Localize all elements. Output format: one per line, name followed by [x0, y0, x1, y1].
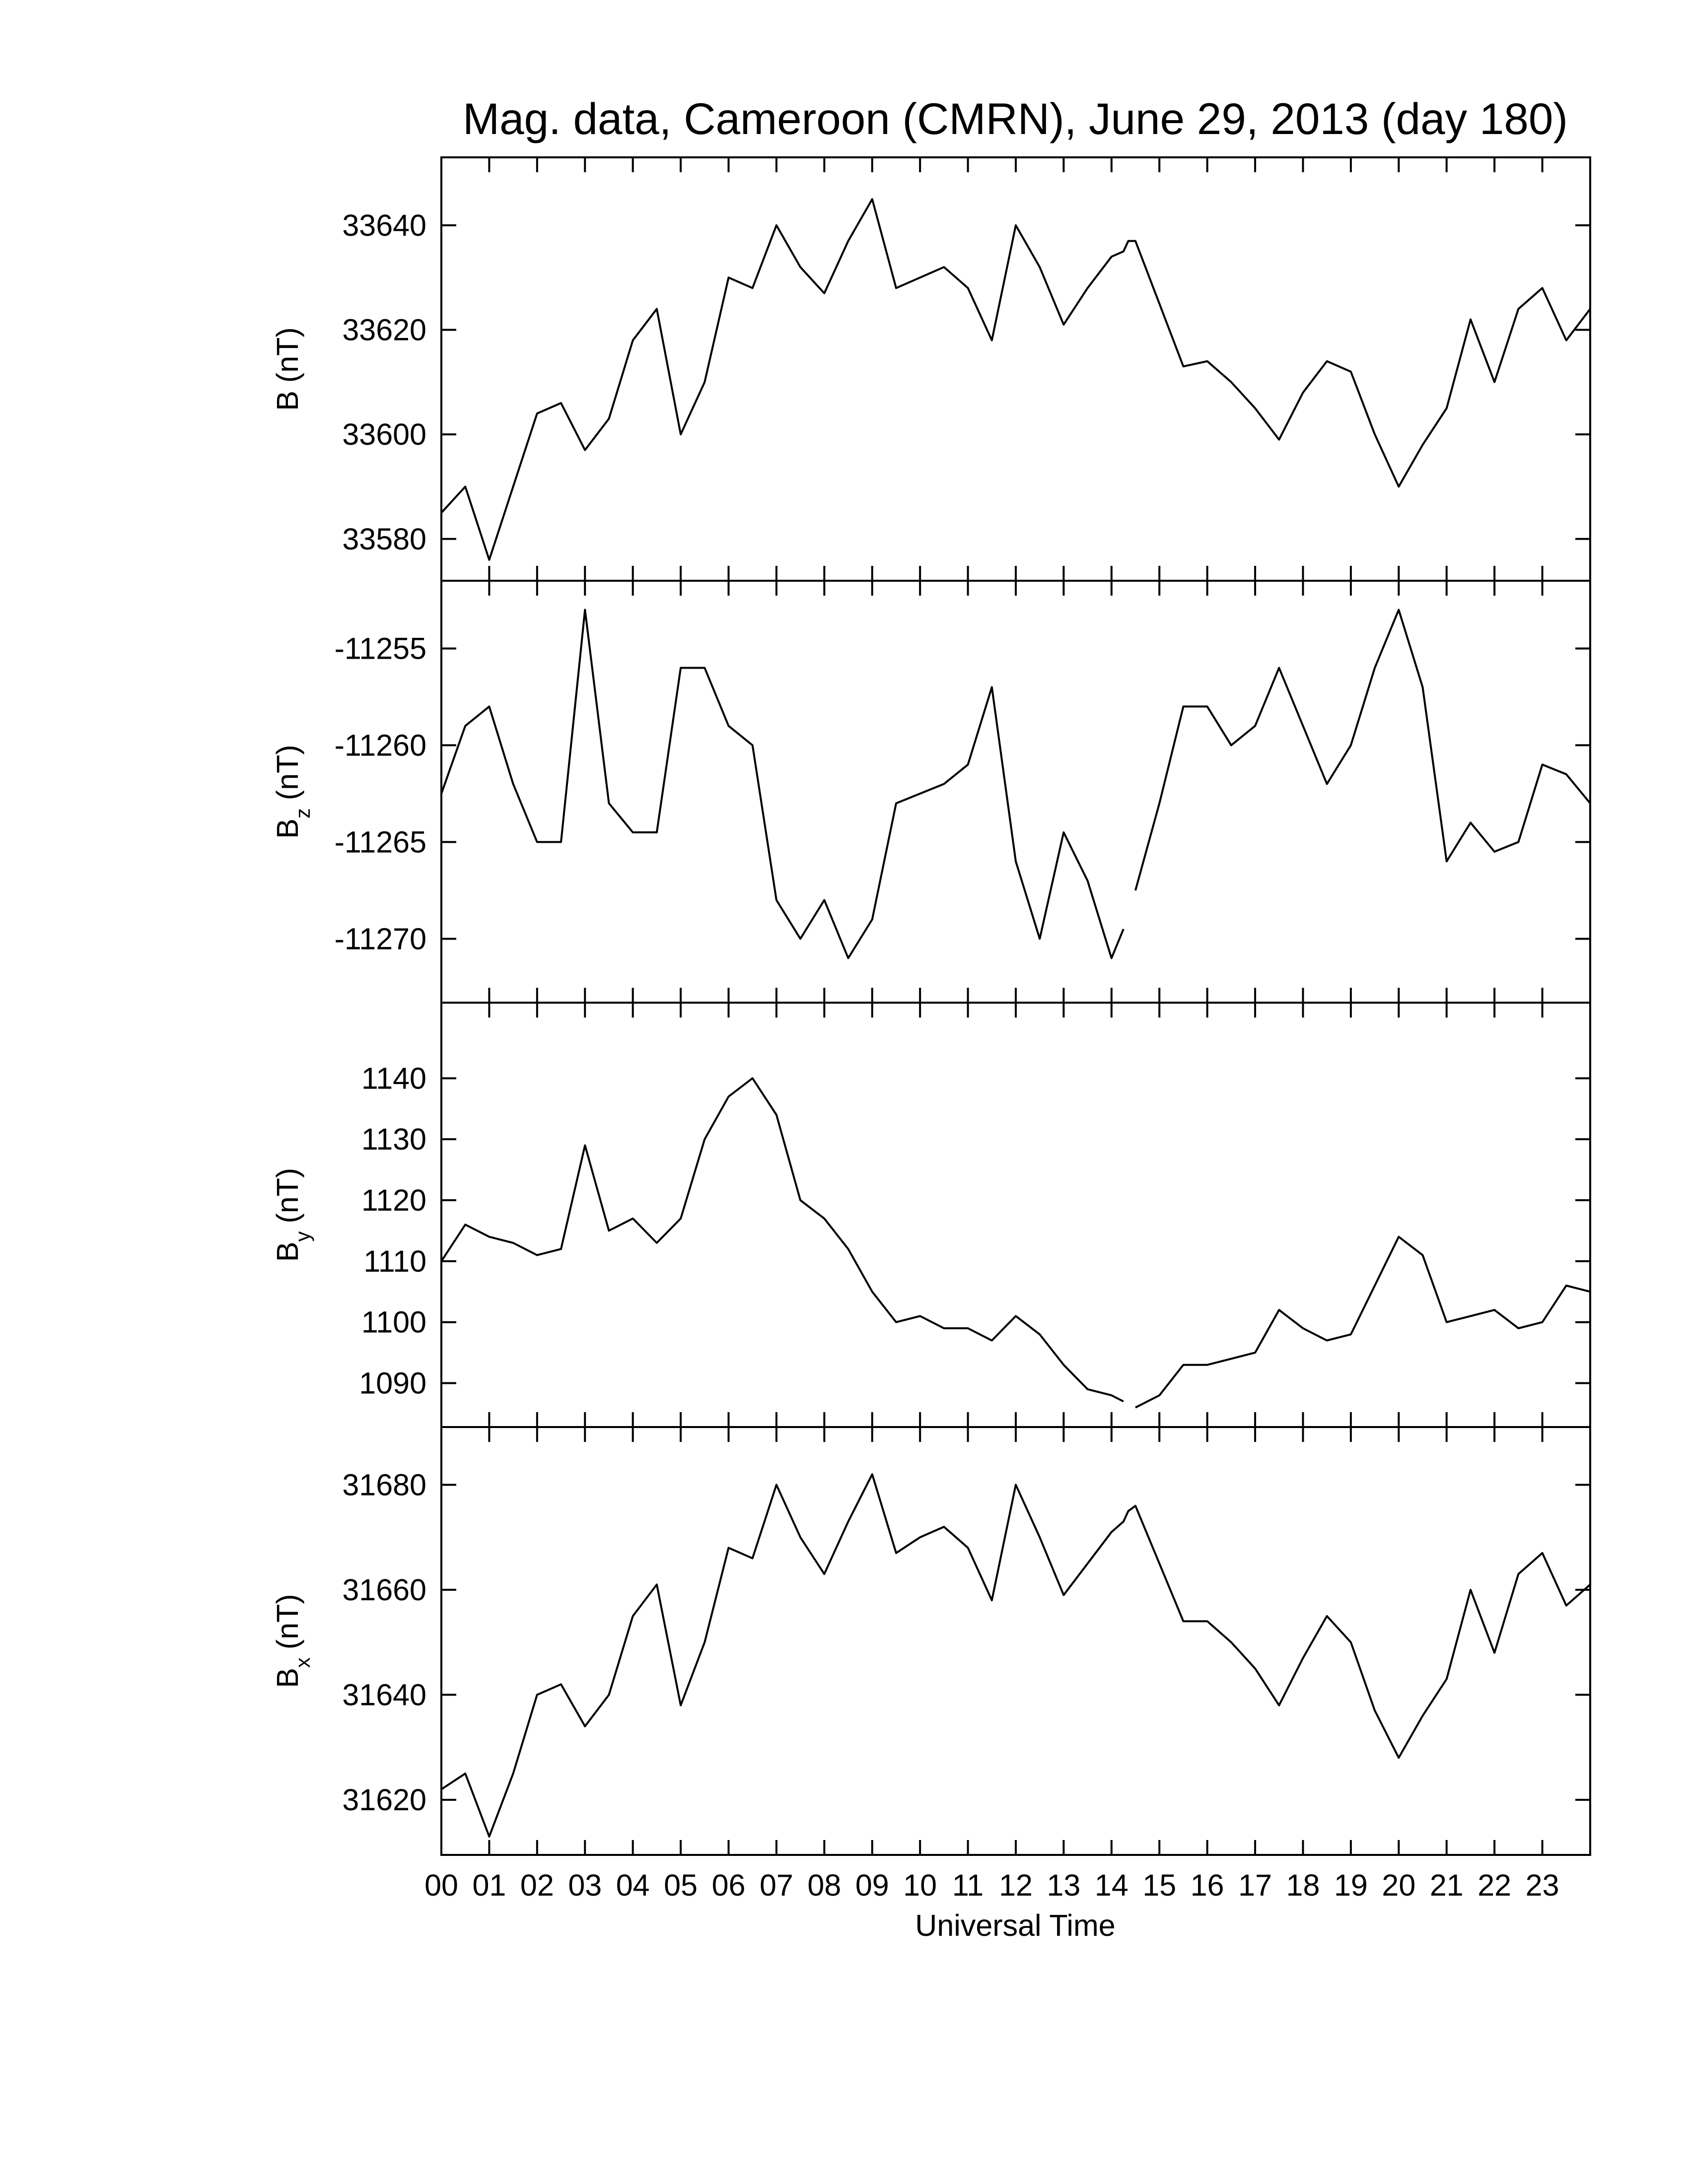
y-tick-label: 1130: [361, 1122, 426, 1156]
x-tick-label: 19: [1334, 1868, 1368, 1902]
y-tick-label: -11265: [335, 825, 426, 859]
x-tick-label: 12: [999, 1868, 1033, 1902]
plot-frame: [440, 1426, 1591, 1856]
y-axis-label-sub: z: [291, 808, 314, 819]
y-axis-label: By (nT): [271, 1168, 314, 1262]
y-axis-label-unit: (nT): [271, 745, 304, 800]
x-tick-label: 09: [855, 1868, 889, 1902]
y-axis-label-sub: x: [291, 1657, 314, 1668]
y-axis-label-main: B: [271, 391, 304, 411]
y-tick-label: -11270: [335, 922, 426, 956]
plot-frame: [440, 156, 1591, 582]
y-tick-label: 1110: [363, 1244, 426, 1278]
data-line: [440, 1473, 1591, 1838]
y-tick-label: 31640: [342, 1678, 426, 1711]
x-tick-label: 00: [424, 1868, 458, 1902]
x-tick-label: 15: [1142, 1868, 1176, 1902]
x-tick-label: 10: [903, 1868, 937, 1902]
y-tick-label: -11260: [335, 728, 426, 762]
x-tick-label: 01: [472, 1868, 506, 1902]
y-tick-label: 31680: [342, 1468, 426, 1502]
x-tick-label: 11: [952, 1868, 984, 1902]
y-tick-label: 31660: [342, 1573, 426, 1607]
y-tick-label: 31620: [342, 1783, 426, 1817]
y-tick-label: 1100: [361, 1305, 426, 1339]
x-tick-label: 22: [1477, 1868, 1511, 1902]
y-tick-label: 1090: [359, 1366, 426, 1400]
y-axis-label-unit: (nT): [271, 327, 304, 383]
y-axis-label-sub: y: [291, 1231, 314, 1242]
y-tick-label: 1120: [361, 1183, 426, 1217]
y-tick-label: 33640: [342, 208, 426, 242]
x-tick-label: 13: [1047, 1868, 1080, 1902]
plot-frame: [440, 580, 1591, 1004]
y-axis-label-unit: (nT): [271, 1168, 304, 1224]
x-tick-label: 20: [1382, 1868, 1415, 1902]
y-axis-label-unit: (nT): [271, 1594, 304, 1649]
y-axis-label-main: B: [271, 1242, 304, 1262]
x-tick-label: 18: [1286, 1868, 1320, 1902]
x-tick-label: 05: [664, 1868, 698, 1902]
x-tick-label: 21: [1430, 1868, 1464, 1902]
y-tick-label: -11255: [335, 631, 426, 665]
y-tick-label: 33580: [342, 522, 426, 556]
data-line: [440, 198, 1591, 561]
x-tick-label: 14: [1095, 1868, 1128, 1902]
x-tick-label: 04: [616, 1868, 650, 1902]
y-axis-label: Bx (nT): [271, 1594, 314, 1688]
y-tick-label: 1140: [361, 1061, 426, 1095]
x-tick-label: 02: [520, 1868, 554, 1902]
x-tick-label: 03: [568, 1868, 602, 1902]
y-axis-label-main: B: [271, 819, 304, 839]
x-axis-label: Universal Time: [915, 1909, 1115, 1942]
x-tick-label: 16: [1191, 1868, 1224, 1902]
x-tick-label: 23: [1526, 1868, 1559, 1902]
plot-frame: [440, 1002, 1591, 1428]
data-line: [440, 609, 1591, 959]
y-tick-label: 33620: [342, 313, 426, 347]
x-tick-label: 17: [1238, 1868, 1272, 1902]
data-line: [440, 1077, 1591, 1409]
x-tick-label: 08: [807, 1868, 841, 1902]
y-tick-label: 33600: [342, 417, 426, 451]
x-tick-label: 07: [760, 1868, 793, 1902]
y-axis-label: B (nT): [271, 327, 304, 411]
y-axis-label-main: B: [271, 1668, 304, 1688]
chart-title: Mag. data, Cameroon (CMRN), June 29, 201…: [463, 94, 1568, 143]
x-tick-label: 06: [712, 1868, 746, 1902]
y-axis-label: Bz (nT): [271, 745, 314, 839]
